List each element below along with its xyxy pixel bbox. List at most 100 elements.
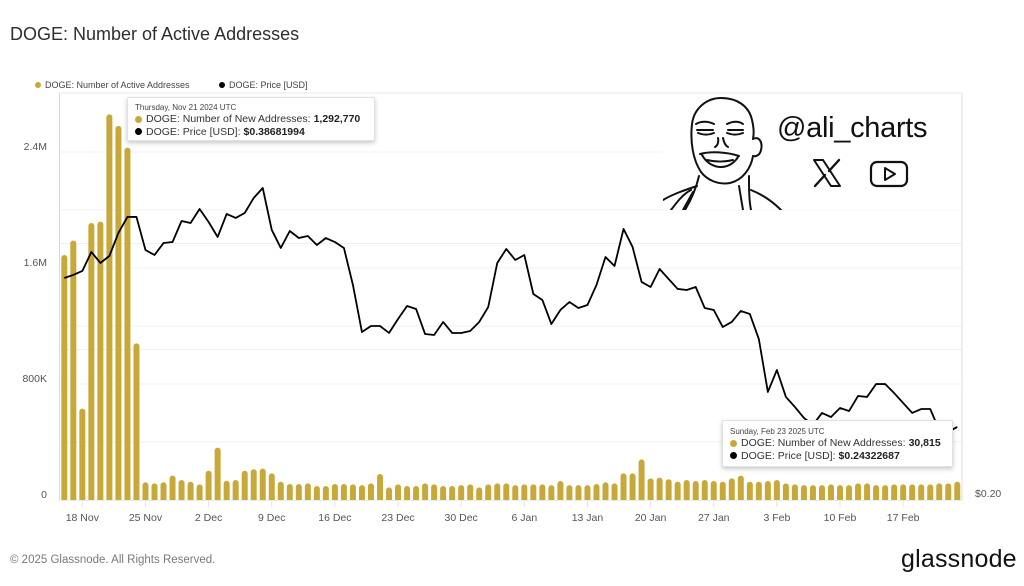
bar[interactable]: 2024-12-16: 110000: [331, 484, 338, 504]
bar[interactable]: 2025-01-02: 108000: [485, 484, 492, 504]
bar[interactable]: 2025-01-21: 154000: [656, 477, 663, 504]
bar[interactable]: 2025-02-09: 108000: [828, 484, 834, 504]
bar[interactable]: 2025-01-27: 131000: [710, 481, 717, 504]
bar[interactable]: 2024-12-15: 97000: [322, 485, 329, 504]
bar[interactable]: 2025-02-17: 108000: [900, 484, 907, 504]
bar[interactable]: 2024-12-11: 110000: [286, 484, 293, 504]
bar[interactable]: 2024-12-06: 202000: [241, 470, 248, 504]
bar[interactable]: 2024-11-28: 168000: [169, 475, 176, 504]
bar[interactable]: 2024-12-07: 212000: [250, 469, 257, 504]
bar[interactable]: 2025-02-08: 103000: [818, 485, 825, 504]
bar[interactable]: 2024-12-25: 97000: [413, 485, 420, 504]
bar[interactable]: 2025-02-14: 103000: [873, 485, 880, 504]
bar[interactable]: 2025-02-10: 103000: [837, 485, 844, 504]
bar[interactable]: 2025-02-06: 103000: [800, 485, 807, 504]
bar[interactable]: 2024-12-26: 115000: [422, 483, 429, 504]
bar[interactable]: 2024-12-13: 115000: [304, 483, 311, 504]
bar[interactable]: 2025-01-11: 103000: [566, 485, 573, 504]
bar[interactable]: 2024-11-25: 122000: [142, 482, 149, 504]
bar[interactable]: 2024-12-10: 126000: [277, 481, 284, 504]
bar[interactable]: 2024-12-09: 184000: [268, 473, 275, 504]
bar[interactable]: 2024-12-03: 361000: [214, 447, 221, 504]
bar[interactable]: 2025-01-07: 108000: [530, 484, 537, 504]
bar[interactable]: 2024-12-08: 216000: [259, 468, 266, 504]
bar[interactable]: 2024-11-24: 1080000: [133, 343, 140, 504]
bar[interactable]: 2025-01-15: 122000: [602, 482, 609, 504]
bar[interactable]: 2024-11-21: 2660000: [106, 114, 113, 504]
bar[interactable]: 2024-12-28: 97000: [440, 485, 447, 504]
bar[interactable]: 2025-01-13: 103000: [584, 485, 591, 504]
bar[interactable]: 2025-02-19: 108000: [918, 484, 925, 504]
bar[interactable]: 2025-01-18: 184000: [629, 473, 636, 504]
bar[interactable]: 2024-12-21: 179000: [377, 474, 383, 504]
bar[interactable]: 2025-01-03: 115000: [494, 483, 501, 504]
bar[interactable]: 2025-02-21: 115000: [936, 483, 943, 504]
bar[interactable]: 2025-02-04: 115000: [782, 483, 789, 504]
bar[interactable]: 2024-12-01: 108000: [196, 484, 203, 504]
bar[interactable]: 2025-01-08: 108000: [539, 484, 546, 504]
bar[interactable]: 2025-01-23: 126000: [674, 481, 681, 504]
bar[interactable]: 2024-12-18: 108000: [349, 484, 356, 504]
bar[interactable]: 2024-12-23: 108000: [395, 484, 402, 504]
bar[interactable]: 2025-01-30: 168000: [737, 475, 744, 504]
bar[interactable]: 2025-01-25: 131000: [692, 481, 699, 504]
bar[interactable]: 2025-01-06: 108000: [521, 484, 528, 504]
bar[interactable]: 2024-11-18: 630000: [79, 408, 86, 504]
bar[interactable]: 2025-02-20: 108000: [927, 484, 934, 504]
bar[interactable]: 2025-01-16: 115000: [611, 483, 618, 504]
bar[interactable]: 2024-12-27: 108000: [431, 484, 438, 504]
bar[interactable]: 2024-12-12: 110000: [295, 484, 302, 504]
bar[interactable]: 2024-12-24: 97000: [404, 485, 411, 504]
bar[interactable]: 2025-01-09: 103000: [548, 485, 555, 504]
bar[interactable]: 2025-01-31: 126000: [746, 481, 753, 504]
bar[interactable]: 2025-01-29: 149000: [728, 478, 735, 504]
bar[interactable]: 2025-01-20: 149000: [647, 478, 654, 504]
bar[interactable]: 2025-01-05: 103000: [512, 485, 519, 504]
bar[interactable]: 2024-12-14: 97000: [313, 485, 320, 504]
bar[interactable]: 2024-12-29: 97000: [449, 485, 456, 504]
bar[interactable]: 2024-12-30: 103000: [458, 485, 465, 504]
bar[interactable]: 2025-02-16: 108000: [891, 484, 898, 504]
bar[interactable]: 2025-02-12: 115000: [855, 483, 862, 504]
bar[interactable]: 2025-01-12: 103000: [575, 485, 582, 504]
bar[interactable]: 2025-01-17: 184000: [620, 473, 627, 504]
bar[interactable]: 2025-01-10: 131000: [557, 481, 564, 504]
bar[interactable]: 2025-02-05: 108000: [791, 484, 798, 504]
bar[interactable]: 2025-01-01: 87000: [476, 487, 483, 504]
bar[interactable]: 2025-02-03: 138000: [773, 479, 780, 504]
bar[interactable]: 2024-11-27: 122000: [160, 482, 167, 504]
bar[interactable]: 2025-02-01: 126000: [755, 481, 762, 504]
bar[interactable]: 2025-02-13: 115000: [864, 483, 871, 504]
legend-item-active-addresses[interactable]: DOGE: Number of Active Addresses: [35, 79, 190, 91]
bar[interactable]: 2025-02-02: 131000: [764, 481, 771, 504]
bar[interactable]: 2025-01-04: 115000: [503, 483, 510, 504]
bar[interactable]: 2024-12-17: 110000: [340, 484, 347, 504]
bar[interactable]: 2025-02-11: 103000: [846, 485, 853, 504]
bar[interactable]: 2024-11-26: 115000: [151, 483, 158, 504]
bar[interactable]: 2025-02-18: 108000: [909, 484, 916, 504]
bar[interactable]: 2024-11-22: 2580000: [115, 125, 122, 504]
bar[interactable]: 2025-02-07: 103000: [809, 485, 816, 504]
bar[interactable]: 2024-11-16: 1690000: [61, 254, 68, 504]
bar[interactable]: 2025-01-22: 143000: [665, 479, 672, 504]
legend-item-price[interactable]: DOGE: Price [USD]: [219, 79, 308, 91]
bar[interactable]: 2025-02-23: 126000: [954, 481, 961, 504]
bar[interactable]: 2024-11-20: 1920000: [97, 221, 104, 504]
bar[interactable]: 2024-12-31: 108000: [467, 484, 474, 504]
bar[interactable]: 2024-12-05: 138000: [232, 479, 239, 504]
bar[interactable]: 2024-12-22: 87000: [386, 487, 393, 504]
bar[interactable]: 2024-11-17: 1790000: [70, 240, 77, 504]
bar[interactable]: 2024-11-23: 2430000: [124, 147, 131, 504]
bar[interactable]: 2025-01-28: 126000: [719, 481, 726, 504]
bar[interactable]: 2025-01-26: 138000: [701, 479, 708, 504]
bar[interactable]: 2025-02-15: 103000: [882, 485, 889, 504]
bar[interactable]: 2024-12-19: 103000: [358, 485, 365, 504]
bar[interactable]: 2024-12-02: 202000: [205, 470, 212, 504]
bar[interactable]: 2024-11-19: 1910000: [88, 223, 95, 504]
bar[interactable]: 2024-12-04: 133000: [223, 480, 230, 504]
bar[interactable]: 2024-11-29: 138000: [178, 479, 185, 504]
bar[interactable]: 2024-12-20: 115000: [367, 483, 374, 504]
bar[interactable]: 2025-01-19: 280000: [638, 459, 645, 504]
bar[interactable]: 2025-01-24: 138000: [683, 479, 690, 504]
